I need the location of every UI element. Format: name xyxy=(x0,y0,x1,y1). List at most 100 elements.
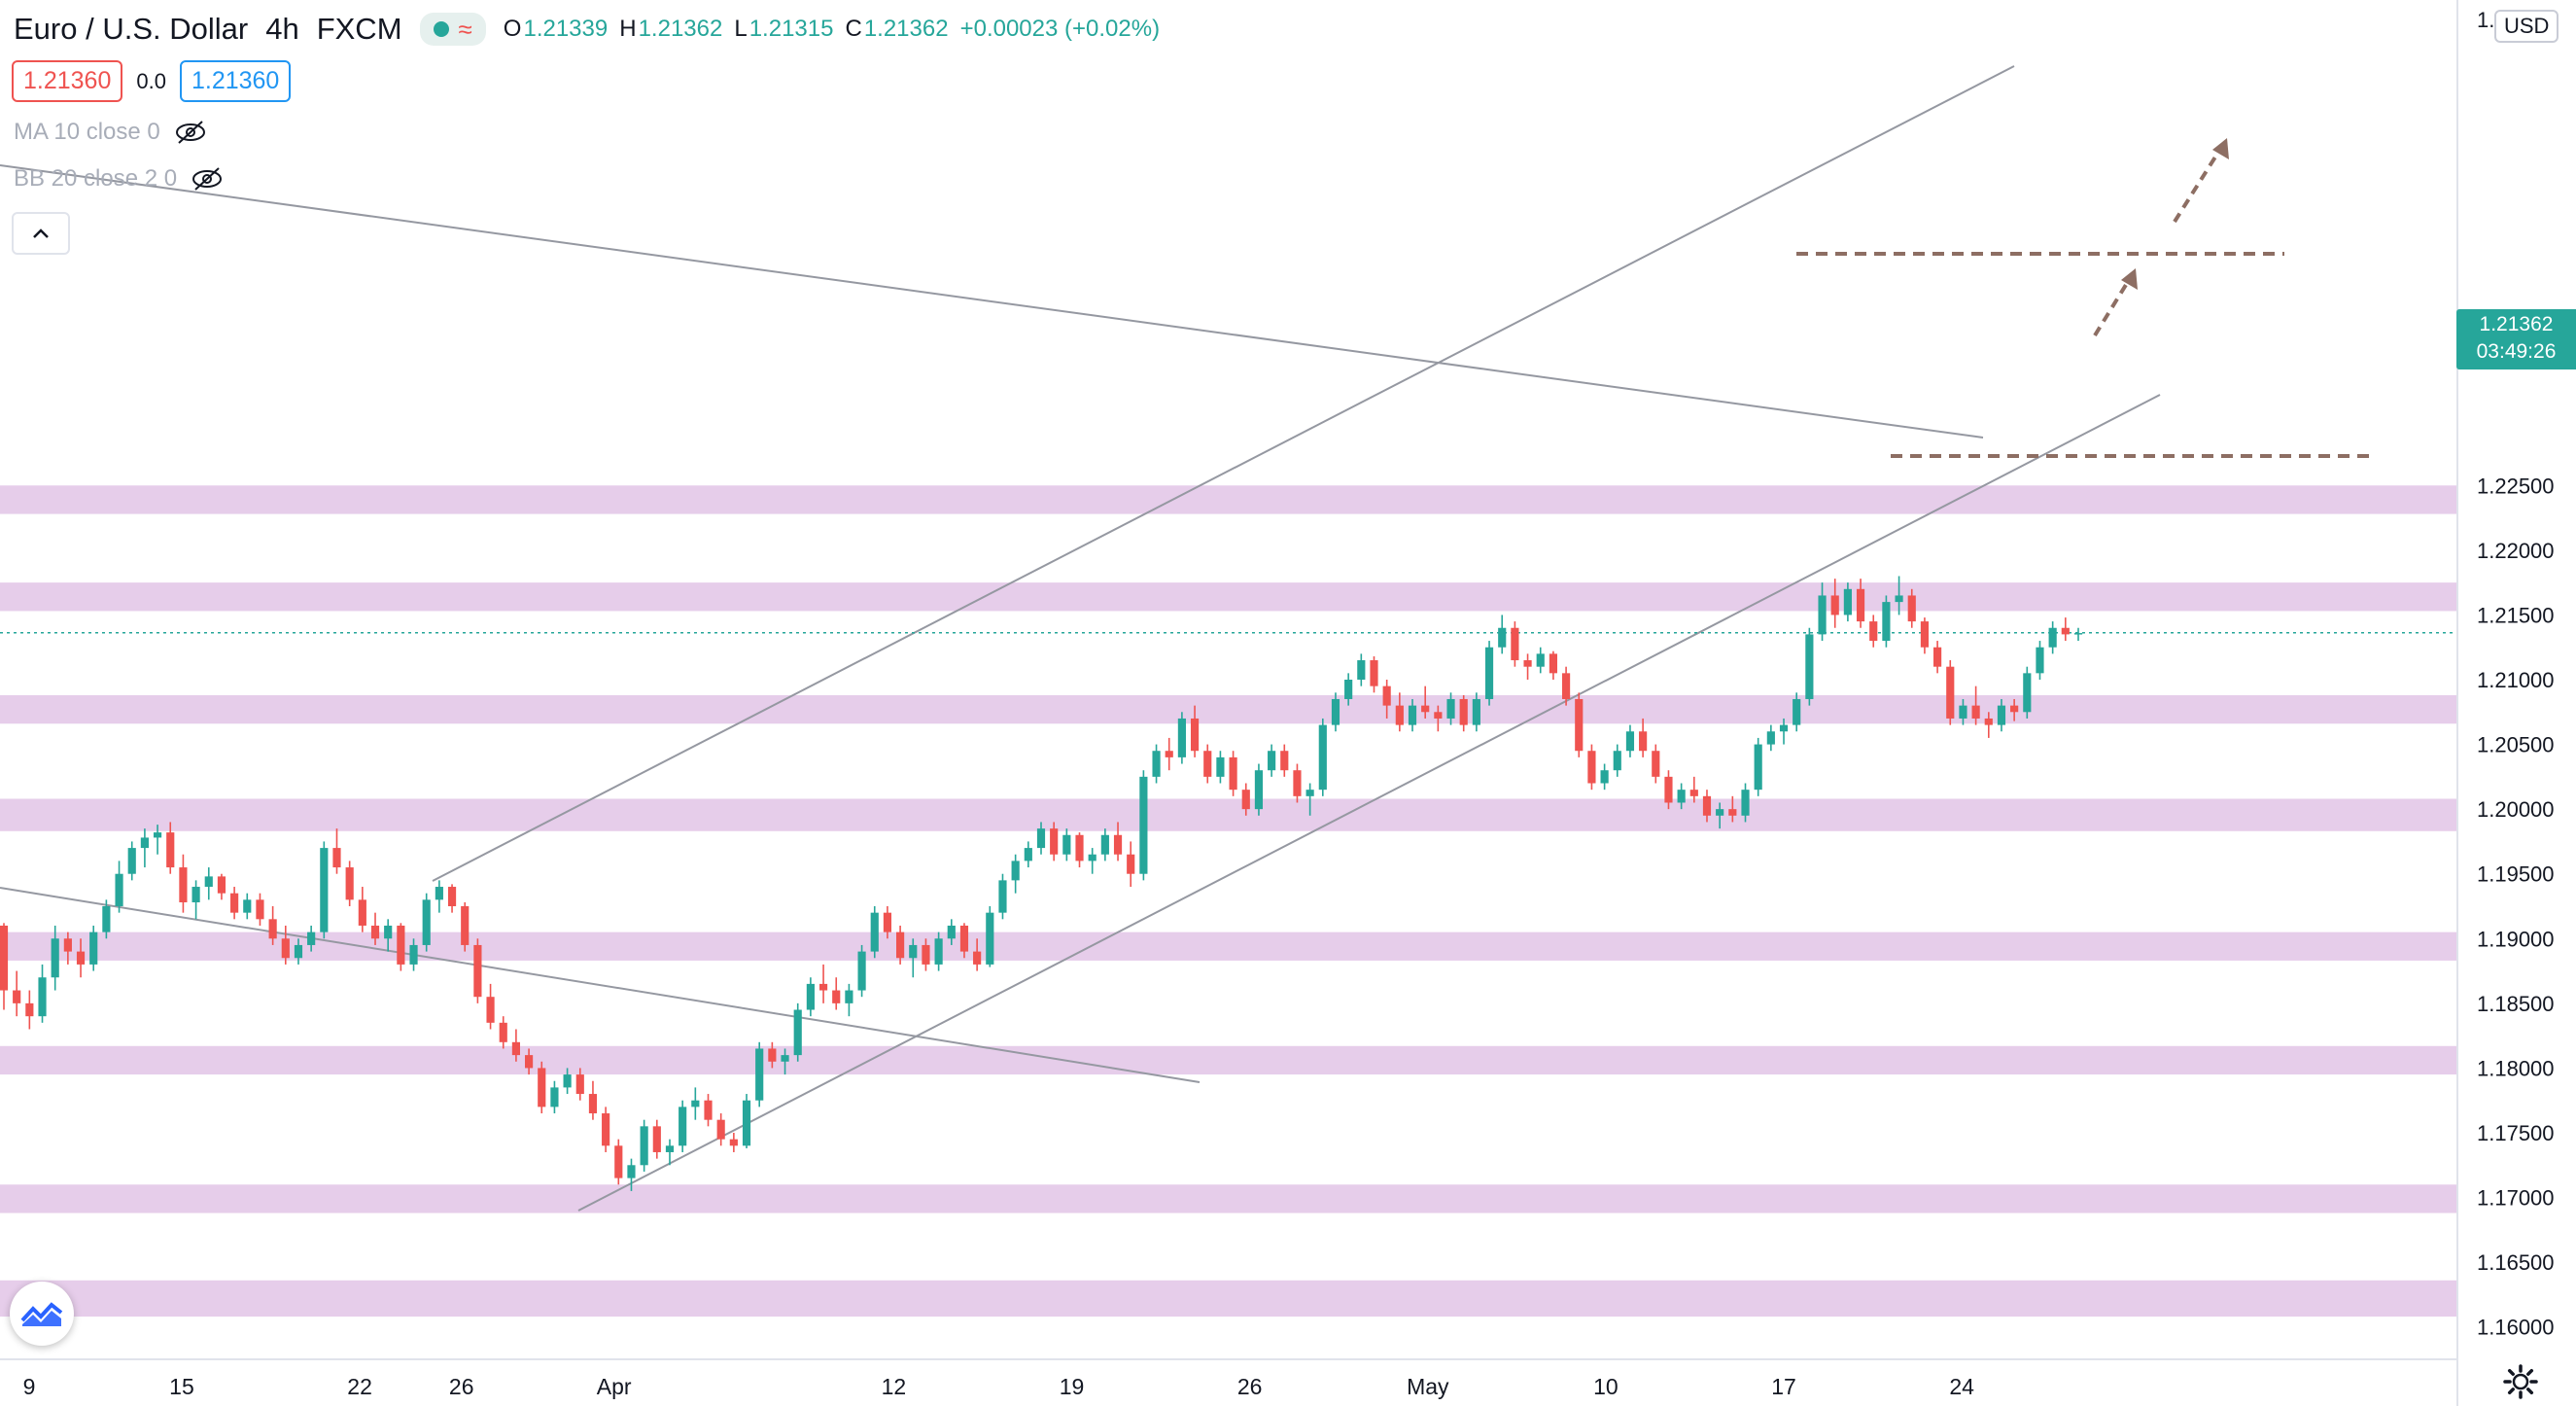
candle-body xyxy=(1318,724,1327,791)
candle-body xyxy=(1484,647,1494,699)
candle-body xyxy=(1024,848,1032,861)
candle-body xyxy=(845,990,853,1003)
candle-body xyxy=(1177,718,1186,757)
x-tick-label: 10 xyxy=(1593,1374,1619,1399)
candle-body xyxy=(1011,861,1020,881)
candle-body xyxy=(2073,633,2083,635)
currency-button[interactable]: USD xyxy=(2494,10,2559,43)
candle-body xyxy=(461,906,470,945)
market-status-pill[interactable]: ≈ xyxy=(419,13,486,46)
candle-body xyxy=(1882,602,1891,642)
candle-body xyxy=(1869,621,1878,642)
candle-body xyxy=(332,848,341,868)
eye-hidden-icon[interactable] xyxy=(174,120,207,145)
candle-body xyxy=(1498,627,1507,648)
candle-body xyxy=(1907,595,1916,622)
last-price-value: 1.21362 xyxy=(2479,313,2554,335)
candle-body xyxy=(1664,776,1673,803)
tradingview-logo-button[interactable] xyxy=(10,1282,74,1346)
y-tick-label: 1.21500 xyxy=(2477,603,2555,627)
candle-body xyxy=(1203,751,1212,777)
candle-body xyxy=(1100,834,1109,855)
y-tick-label: 1.22500 xyxy=(2477,474,2555,498)
candle-body xyxy=(1305,790,1314,796)
candle-body xyxy=(447,887,457,906)
candle-body xyxy=(1395,705,1404,725)
projection-arrow-1-head xyxy=(2121,268,2138,290)
candle-body xyxy=(1370,660,1378,686)
candle-body xyxy=(268,919,277,939)
x-tick-label: May xyxy=(1407,1374,1449,1399)
candle-body xyxy=(1933,647,1942,667)
candle-body xyxy=(640,1126,648,1166)
candle-body xyxy=(704,1100,713,1120)
symbol-name[interactable]: Euro / U.S. Dollar xyxy=(14,12,249,46)
candle-body xyxy=(870,912,879,952)
candle-body xyxy=(909,944,918,959)
candle-body xyxy=(959,925,969,952)
market-open-dot-icon xyxy=(433,21,449,37)
candle-body xyxy=(179,867,188,903)
candle-body xyxy=(2023,673,2032,713)
candle-body xyxy=(602,1113,610,1146)
candle-body xyxy=(294,944,303,959)
candle-body xyxy=(358,899,366,926)
x-tick-label: 26 xyxy=(449,1374,474,1399)
candle-body xyxy=(1741,790,1750,816)
candle-body xyxy=(1344,680,1353,699)
open-value: O1.21339 xyxy=(503,16,609,42)
candle-body xyxy=(499,1022,507,1042)
candle-body xyxy=(1088,854,1097,861)
y-tick-label: 1.19000 xyxy=(2477,927,2555,951)
candle-body xyxy=(716,1119,725,1140)
candle-body xyxy=(63,938,72,952)
candle-body xyxy=(1459,698,1468,725)
indicator-ma[interactable]: MA 10 close 0 xyxy=(14,119,207,146)
candle-body xyxy=(166,832,175,868)
candle-body xyxy=(1689,790,1698,796)
candle-body xyxy=(473,944,482,998)
gear-icon[interactable] xyxy=(2502,1363,2539,1400)
candle-body xyxy=(25,1002,34,1017)
indicator-bb[interactable]: BB 20 close 2 0 xyxy=(14,165,224,193)
interval-label[interactable]: 4h xyxy=(265,12,299,46)
candle-body xyxy=(1036,828,1046,849)
close-value: C1.21362 xyxy=(845,16,949,42)
candle-body xyxy=(1280,751,1289,771)
y-tick-label: 1.20500 xyxy=(2477,733,2555,757)
zone-1 xyxy=(0,582,2457,612)
candle-body xyxy=(793,1009,802,1056)
candle-body xyxy=(345,867,354,900)
candle-body xyxy=(934,938,943,965)
candle-body xyxy=(1357,660,1366,680)
candle-body xyxy=(51,938,59,978)
candle-body xyxy=(1600,770,1609,784)
y-tick-label: 1.18500 xyxy=(2477,992,2555,1016)
candle-body xyxy=(76,951,86,965)
candle-body xyxy=(1216,756,1225,777)
bar-countdown: 03:49:26 xyxy=(2476,340,2557,363)
y-tick-label: 1.16500 xyxy=(2477,1250,2555,1275)
candle-body xyxy=(38,977,47,1017)
candle-body xyxy=(2036,647,2044,674)
buy-button[interactable]: 1.21360 xyxy=(179,60,292,102)
candle-body xyxy=(1830,595,1839,615)
collapse-legend-button[interactable] xyxy=(12,212,70,255)
candle-body xyxy=(1625,731,1635,752)
approx-icon: ≈ xyxy=(458,15,472,44)
x-tick-label: 19 xyxy=(1060,1374,1085,1399)
high-value: H1.21362 xyxy=(619,16,723,42)
projection-arrow-2-head xyxy=(2212,138,2229,159)
candle-body xyxy=(1766,731,1775,745)
sell-button[interactable]: 1.21360 xyxy=(12,60,123,102)
candle-body xyxy=(1190,718,1200,752)
candle-body xyxy=(1139,776,1148,874)
candle-body xyxy=(679,1107,687,1146)
candle-body xyxy=(998,880,1007,913)
candle-body xyxy=(742,1100,751,1146)
channel-lower-line xyxy=(577,394,2161,1212)
candle-body xyxy=(1818,595,1827,635)
y-tick-label: 1.21000 xyxy=(2477,668,2555,692)
eye-hidden-icon[interactable] xyxy=(191,166,224,192)
